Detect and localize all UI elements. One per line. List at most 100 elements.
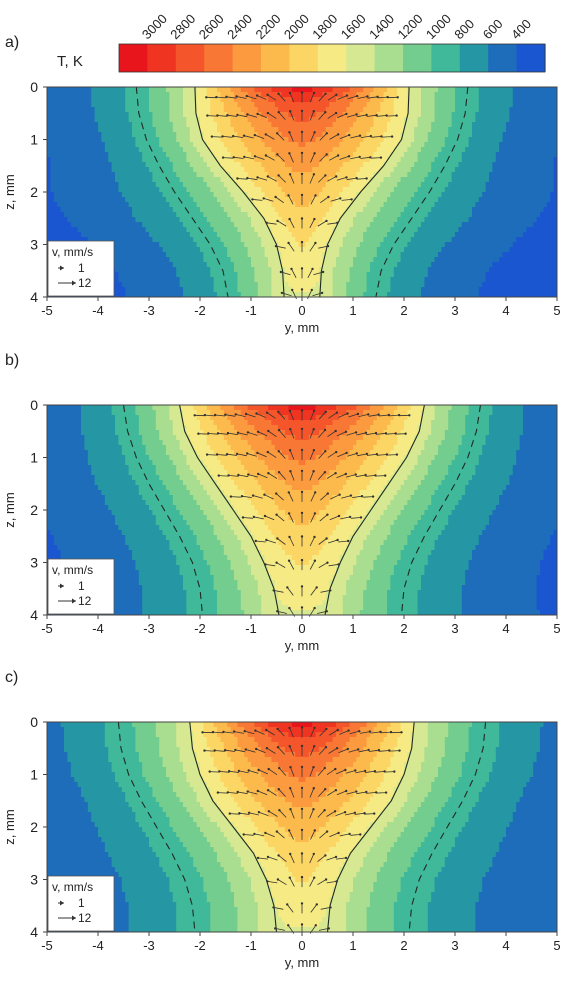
heatmap-cell bbox=[346, 927, 368, 932]
heatmap-cell bbox=[240, 862, 262, 868]
heatmap-cell bbox=[176, 435, 191, 441]
heatmap-cell bbox=[81, 405, 113, 411]
heatmap-cell bbox=[332, 87, 351, 93]
heatmap-cell bbox=[104, 142, 136, 148]
heatmap-cell bbox=[121, 887, 170, 893]
heatmap-cell bbox=[363, 87, 374, 93]
heatmap-cell bbox=[50, 167, 113, 173]
heatmap-cell bbox=[448, 520, 490, 526]
heatmap-cell bbox=[427, 732, 449, 738]
velocity-arrow bbox=[244, 730, 255, 735]
heatmap-cell bbox=[200, 545, 225, 551]
heatmap-cell bbox=[47, 97, 92, 103]
heatmap-cell bbox=[489, 867, 557, 873]
velocity-arrow-head bbox=[329, 906, 332, 909]
heatmap-cell bbox=[159, 435, 177, 441]
heatmap-cell bbox=[451, 510, 493, 516]
heatmap-cell bbox=[448, 425, 466, 431]
velocity-arrow bbox=[214, 750, 225, 752]
heatmap-cell bbox=[482, 530, 555, 536]
heatmap-cell bbox=[461, 495, 500, 501]
velocity-arrow-head bbox=[326, 513, 329, 516]
heatmap-cell bbox=[516, 802, 557, 808]
heatmap-cell bbox=[489, 172, 555, 178]
heatmap-cell bbox=[47, 107, 96, 113]
heatmap-cell bbox=[359, 727, 374, 733]
velocity-arrow bbox=[273, 590, 284, 593]
velocity-arrow-head bbox=[384, 474, 387, 477]
heatmap-cell bbox=[376, 872, 405, 878]
heatmap-cell bbox=[353, 817, 378, 823]
heatmap-cell bbox=[546, 545, 557, 551]
colorbar-tick-label: 1800 bbox=[309, 11, 340, 42]
heatmap-cell bbox=[424, 797, 449, 803]
heatmap-cell bbox=[370, 570, 395, 576]
heatmap-cell bbox=[475, 117, 510, 123]
heatmap-cell bbox=[431, 162, 459, 168]
heatmap-cell bbox=[115, 430, 140, 436]
y-tick-label: 0 bbox=[30, 79, 38, 95]
heatmap-cell bbox=[77, 782, 119, 788]
heatmap-cell bbox=[261, 600, 283, 606]
velocity-arrow bbox=[244, 156, 255, 160]
heatmap-cell bbox=[47, 425, 82, 431]
heatmap-cell bbox=[200, 455, 218, 461]
velocity-arrow bbox=[230, 496, 241, 498]
velocity-arrow bbox=[247, 177, 258, 181]
velocity-arrow-head bbox=[235, 95, 238, 98]
x-tick-label: -2 bbox=[194, 938, 206, 953]
velocity-arrow bbox=[389, 750, 400, 752]
velocity-arrow bbox=[345, 474, 356, 478]
velocity-arrow-head bbox=[277, 428, 281, 432]
velocity-arrow-head bbox=[326, 244, 330, 248]
heatmap-cell bbox=[91, 97, 126, 103]
heatmap-cell bbox=[203, 460, 221, 466]
heatmap-cell bbox=[237, 912, 259, 918]
heatmap-cell bbox=[383, 485, 402, 491]
velocity-arrow-head bbox=[395, 453, 399, 456]
heatmap-cell bbox=[98, 485, 140, 491]
velocity-arrow bbox=[379, 750, 390, 752]
heatmap-cell bbox=[356, 555, 378, 561]
heatmap-cell bbox=[325, 727, 344, 733]
velocity-arrow-head bbox=[313, 559, 317, 562]
velocity-arrows bbox=[205, 91, 399, 300]
heatmap-cell bbox=[475, 927, 557, 932]
velocity-arrow-head bbox=[336, 728, 339, 732]
velocity-arrow bbox=[326, 810, 336, 817]
velocity-arrow bbox=[277, 728, 285, 737]
heatmap-cell bbox=[393, 410, 408, 416]
heatmap-cell bbox=[319, 162, 344, 168]
heatmap-cell bbox=[414, 192, 442, 198]
velocity-arrow-head bbox=[279, 270, 283, 274]
heatmap-cell bbox=[400, 252, 439, 258]
heatmap-cell bbox=[223, 435, 242, 441]
heatmap-cell bbox=[217, 727, 232, 733]
heatmap-cell bbox=[431, 550, 473, 556]
heatmap-cell bbox=[186, 430, 204, 436]
heatmap-cell bbox=[206, 465, 225, 471]
heatmap-cell bbox=[268, 257, 283, 263]
heatmap-cell bbox=[465, 822, 510, 828]
heatmap-cell bbox=[349, 202, 368, 208]
heatmap-cell bbox=[47, 435, 85, 441]
heatmap-cell bbox=[268, 842, 337, 848]
heatmap-cell bbox=[254, 505, 279, 511]
velocity-arrow-head bbox=[245, 94, 248, 98]
velocity-arrow bbox=[227, 432, 238, 436]
heatmap-cell bbox=[489, 415, 524, 421]
heatmap-cell bbox=[353, 445, 374, 451]
heatmap-cell bbox=[366, 852, 388, 858]
velocity-arrow bbox=[336, 177, 347, 181]
velocity-arrow-head bbox=[289, 428, 292, 431]
velocity-arrow bbox=[318, 538, 327, 545]
velocity-arrow bbox=[317, 855, 326, 862]
heatmap-cell bbox=[353, 177, 371, 183]
heatmap-cell bbox=[427, 927, 476, 932]
velocity-arrow bbox=[288, 242, 295, 252]
velocity-arrow bbox=[226, 96, 237, 99]
heatmap-cell bbox=[308, 435, 340, 441]
heatmap-cell bbox=[47, 802, 89, 808]
